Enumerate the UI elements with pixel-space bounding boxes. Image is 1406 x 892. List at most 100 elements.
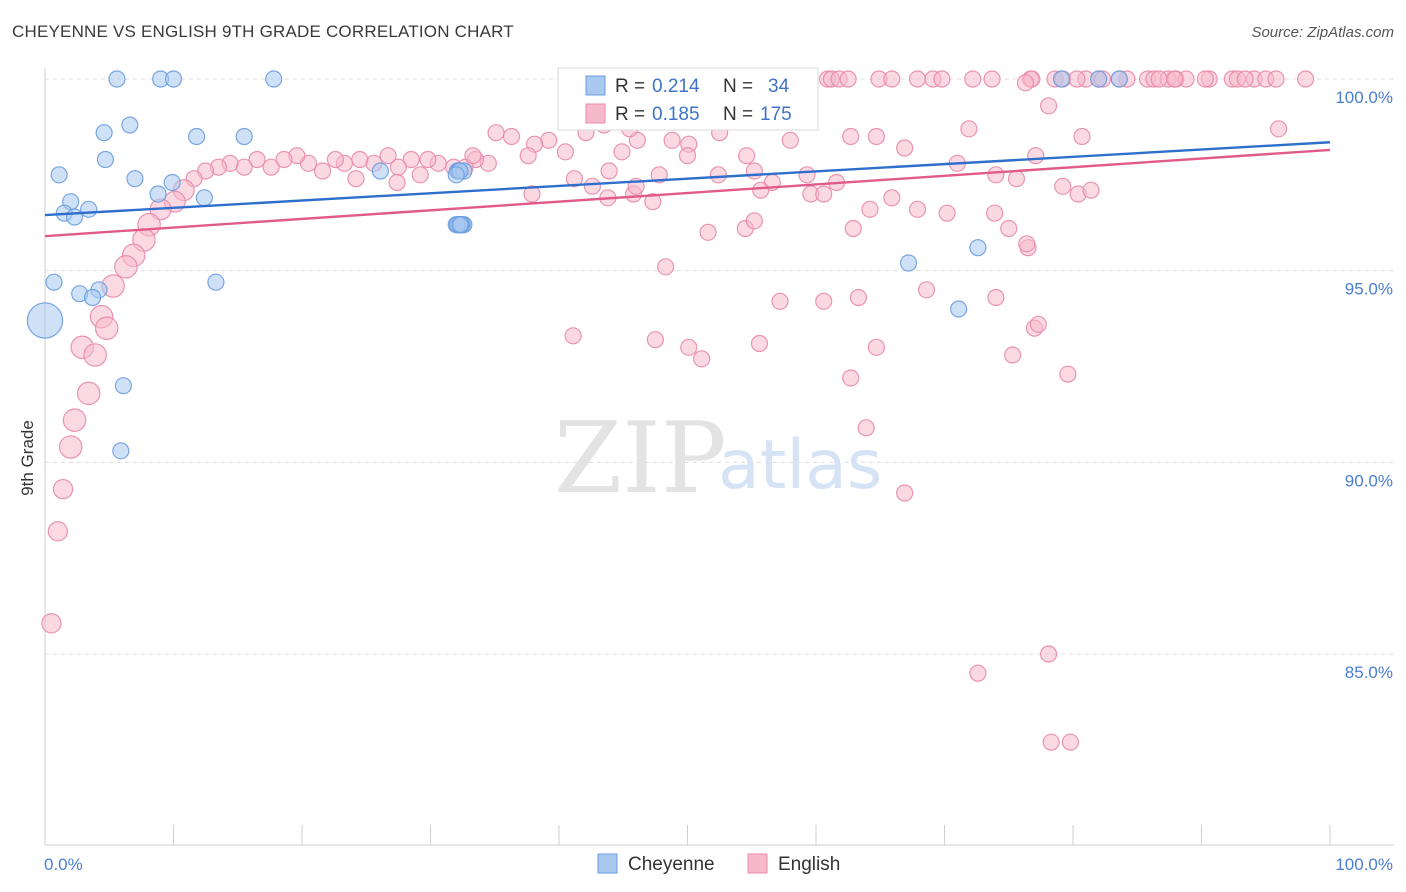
- watermark: ZIP atlas: [554, 402, 882, 516]
- cheyenne-point: [149, 185, 167, 203]
- cheyenne-point: [95, 124, 113, 142]
- legend-r-label-english: R =: [615, 104, 645, 125]
- english-point: [1039, 97, 1058, 115]
- english-point: [896, 484, 914, 502]
- english-point: [883, 189, 901, 207]
- english-point: [844, 219, 862, 238]
- english-point: [564, 327, 582, 345]
- english-point: [523, 185, 541, 203]
- cheyenne-point: [1090, 70, 1108, 88]
- source-credit: Source: ZipAtlas.com: [1251, 24, 1394, 41]
- english-point: [556, 143, 575, 161]
- english-point: [613, 143, 631, 161]
- series-legend-label-cheyenne: Cheyenne: [628, 854, 715, 875]
- english-point: [1027, 147, 1045, 165]
- english-point: [351, 150, 369, 169]
- english-point: [540, 131, 558, 149]
- english-point: [313, 162, 332, 180]
- english-point: [62, 408, 87, 432]
- english-point: [867, 127, 885, 146]
- english-point: [1018, 235, 1036, 253]
- cheyenne-points: [26, 70, 1128, 460]
- chart-title: CHEYENNE VS ENGLISH 9TH GRADE CORRELATIO…: [12, 22, 514, 41]
- cheyenne-point: [126, 170, 144, 188]
- cheyenne-point: [950, 300, 968, 318]
- cheyenne-point: [188, 127, 206, 146]
- legend-r-value-english: 0.185: [652, 104, 700, 125]
- english-point: [326, 150, 345, 169]
- cheyenne-point: [114, 377, 132, 395]
- english-point: [94, 316, 119, 340]
- english-point: [262, 158, 280, 176]
- cheyenne-point: [265, 70, 283, 88]
- cheyenne-point: [195, 189, 213, 207]
- english-point: [1269, 120, 1288, 138]
- english-point: [1059, 365, 1077, 383]
- english-point: [883, 70, 901, 88]
- watermark-atlas: atlas: [718, 426, 882, 505]
- cheyenne-point: [164, 70, 183, 88]
- english-point: [487, 124, 505, 142]
- english-point: [842, 127, 860, 146]
- english-point: [411, 166, 429, 184]
- cheyenne-point: [1110, 70, 1128, 88]
- x-tick-label: 0.0%: [44, 855, 83, 874]
- english-point: [41, 613, 62, 634]
- axes: [44, 68, 1394, 846]
- english-point: [680, 338, 698, 356]
- cheyenne-trend-line: [44, 141, 1331, 217]
- english-point: [1016, 74, 1035, 92]
- cheyenne-point: [969, 239, 987, 257]
- cheyenne-point: [96, 150, 114, 169]
- english-point: [857, 419, 875, 437]
- english-point: [738, 147, 756, 165]
- cheyenne-point: [207, 273, 225, 291]
- cheyenne-point: [112, 442, 130, 460]
- english-point: [745, 162, 763, 180]
- english-point: [1267, 70, 1285, 88]
- y-tick-label: 95.0%: [1345, 280, 1393, 299]
- english-point: [917, 281, 936, 299]
- english-point: [938, 204, 956, 222]
- tick-labels: 100.0% 95.0% 90.0% 85.0% 0.0% 100.0%: [44, 88, 1393, 874]
- english-point: [347, 170, 365, 188]
- english-point: [1236, 70, 1254, 88]
- legend-n-label-english: N =: [723, 104, 753, 125]
- english-point: [699, 223, 717, 241]
- english-point: [1165, 70, 1184, 88]
- english-point: [781, 131, 799, 149]
- y-tick-label: 100.0%: [1335, 88, 1393, 107]
- english-point: [969, 664, 987, 682]
- english-point: [388, 173, 406, 192]
- legend-swatch-english: [585, 103, 606, 124]
- y-axis-label: 9th Grade: [18, 420, 37, 496]
- legend-n-value-english: 175: [760, 104, 792, 125]
- english-point: [519, 147, 537, 165]
- english-point: [650, 166, 668, 184]
- english-point: [987, 166, 1005, 184]
- english-point: [815, 292, 833, 310]
- trend-lines: [44, 141, 1331, 238]
- english-point: [1000, 219, 1018, 238]
- english-point: [76, 381, 101, 406]
- cheyenne-point: [108, 70, 126, 88]
- cheyenne-point: [83, 288, 102, 307]
- english-trend-line: [44, 148, 1331, 238]
- y-tick-label: 90.0%: [1345, 471, 1393, 490]
- english-point: [1296, 70, 1315, 88]
- legend-swatch-cheyenne: [585, 75, 606, 96]
- y-tick-label: 85.0%: [1345, 663, 1393, 682]
- english-point: [379, 147, 397, 165]
- english-point: [1068, 70, 1086, 88]
- cheyenne-point: [65, 208, 84, 226]
- english-point: [47, 521, 69, 542]
- stats-legend: R = 0.214 N = 34 R = 0.185 N = 175: [557, 67, 819, 131]
- english-point: [896, 139, 914, 157]
- cheyenne-point: [447, 166, 465, 184]
- english-point: [842, 369, 860, 387]
- legend-r-label-cheyenne: R =: [615, 76, 645, 97]
- cheyenne-point: [26, 302, 64, 339]
- series-legend-swatch-cheyenne: [597, 853, 618, 874]
- english-point: [986, 204, 1004, 222]
- cheyenne-point: [50, 166, 68, 184]
